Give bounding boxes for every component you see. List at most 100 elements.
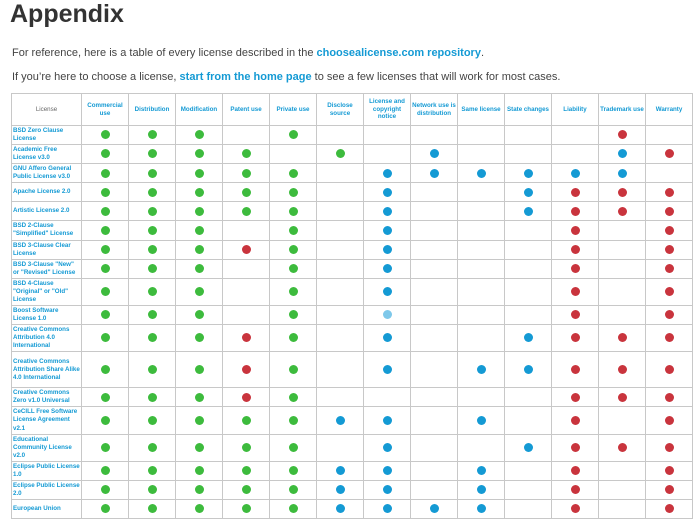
rule-cell xyxy=(269,220,317,241)
permission-dot-icon xyxy=(335,149,345,159)
license-name-link[interactable]: Boost Software License 1.0 xyxy=(11,304,82,326)
permission-dot-icon xyxy=(100,244,110,254)
home-page-link[interactable]: start from the home page xyxy=(179,71,312,83)
rule-cell xyxy=(175,182,223,203)
rule-cell xyxy=(457,479,505,501)
rule-cell xyxy=(598,387,646,408)
license-name-link[interactable]: Eclipse Public License 2.0 xyxy=(11,479,82,501)
license-name-link[interactable]: BSD 3-Clause "New" or "Revised" License xyxy=(11,258,82,279)
license-name-link[interactable]: Educational Community License v2.0 xyxy=(11,433,82,462)
rule-cell xyxy=(410,124,458,146)
permission-dot-icon xyxy=(100,263,110,273)
permission-dot-icon xyxy=(100,287,110,297)
rule-cell xyxy=(128,277,176,306)
license-name-link[interactable]: GNU Affero General Public License v3.0 xyxy=(11,163,82,184)
permission-dot-icon xyxy=(100,504,110,514)
column-header-patent-use: Patent use xyxy=(222,93,270,126)
license-name-link[interactable]: BSD 4-Clause "Original" or "Old" License xyxy=(11,277,82,306)
permission-dot-icon xyxy=(288,206,298,216)
license-name-link[interactable]: BSD 2-Clause "Simplified" License xyxy=(11,220,82,241)
limitation-dot-icon xyxy=(664,333,674,343)
limitation-dot-icon xyxy=(617,442,627,452)
intro-paragraph-choose: If you’re here to choose a license, star… xyxy=(12,71,560,83)
permission-dot-icon xyxy=(288,287,298,297)
license-name-link[interactable]: European Union xyxy=(11,499,82,519)
rule-cell xyxy=(363,351,411,389)
rule-cell xyxy=(316,460,364,481)
limitation-dot-icon xyxy=(570,365,580,375)
column-header-commercial-use: Commercial use xyxy=(81,93,129,126)
license-name-link[interactable]: Eclipse Public License 1.0 xyxy=(11,460,82,481)
rule-cell xyxy=(551,258,599,279)
condition-dot-icon xyxy=(335,415,345,425)
license-name-link[interactable]: BSD 3-Clause Clear License xyxy=(11,239,82,260)
license-name-link[interactable]: Creative Commons Attribution Share Alike… xyxy=(11,351,82,389)
limitation-dot-icon xyxy=(664,225,674,235)
rule-cell xyxy=(269,351,317,389)
permission-dot-icon xyxy=(100,149,110,159)
rule-cell xyxy=(551,124,599,146)
rule-cell xyxy=(551,182,599,203)
permission-dot-icon xyxy=(147,244,157,254)
permission-dot-icon xyxy=(100,187,110,197)
rule-cell xyxy=(175,124,223,146)
condition-dot-icon xyxy=(382,466,392,476)
limitation-dot-icon xyxy=(617,333,627,343)
permission-dot-icon xyxy=(288,466,298,476)
permission-dot-icon xyxy=(194,287,204,297)
rule-cell xyxy=(316,277,364,306)
rule-cell xyxy=(504,387,552,408)
rule-cell xyxy=(410,460,458,481)
limitation-dot-icon xyxy=(570,442,580,452)
column-header-trademark-use: Trademark use xyxy=(598,93,646,126)
rule-cell xyxy=(410,220,458,241)
license-name-link[interactable]: CeCILL Free Software License Agreement v… xyxy=(11,406,82,435)
permission-dot-icon xyxy=(147,287,157,297)
rule-cell xyxy=(269,144,317,165)
limitation-dot-icon xyxy=(664,287,674,297)
rule-cell xyxy=(128,163,176,184)
rule-cell xyxy=(363,304,411,326)
rule-cell xyxy=(222,324,270,353)
condition-dot-icon xyxy=(523,187,533,197)
rule-cell xyxy=(504,201,552,222)
rule-cell xyxy=(175,406,223,435)
permission-dot-icon xyxy=(100,365,110,375)
rule-cell xyxy=(598,499,646,519)
table-row: BSD 2-Clause "Simplified" License xyxy=(11,220,693,241)
license-name-link[interactable]: Artistic License 2.0 xyxy=(11,201,82,222)
rule-cell xyxy=(81,351,129,389)
rule-cell xyxy=(645,124,693,146)
license-name-link[interactable]: Creative Commons Attribution 4.0 Interna… xyxy=(11,324,82,353)
license-name-link[interactable]: BSD Zero Clause License xyxy=(11,124,82,146)
rule-cell xyxy=(551,406,599,435)
permission-dot-icon xyxy=(100,333,110,343)
permission-dot-icon xyxy=(194,392,204,402)
rule-cell xyxy=(81,460,129,481)
rule-cell xyxy=(316,479,364,501)
rule-cell xyxy=(504,304,552,326)
rule-cell xyxy=(645,387,693,408)
permission-dot-icon xyxy=(194,442,204,452)
table-row: BSD 3-Clause Clear License xyxy=(11,239,693,260)
rule-cell xyxy=(316,163,364,184)
rule-cell xyxy=(645,460,693,481)
rule-cell xyxy=(81,479,129,501)
permission-dot-icon xyxy=(194,415,204,425)
rule-cell xyxy=(363,324,411,353)
permission-dot-icon xyxy=(100,225,110,235)
license-name-link[interactable]: Creative Commons Zero v1.0 Universal xyxy=(11,387,82,408)
permission-dot-icon xyxy=(194,365,204,375)
rule-cell xyxy=(128,479,176,501)
rule-cell xyxy=(175,499,223,519)
license-name-link[interactable]: Apache License 2.0 xyxy=(11,182,82,203)
permission-dot-icon xyxy=(147,415,157,425)
table-row: Eclipse Public License 1.0 xyxy=(11,460,693,481)
condition-dot-icon xyxy=(523,206,533,216)
repository-link[interactable]: choosealicense.com repository xyxy=(316,47,481,59)
rule-cell xyxy=(598,124,646,146)
rule-cell xyxy=(81,220,129,241)
license-name-link[interactable]: Academic Free License v3.0 xyxy=(11,144,82,165)
permission-dot-icon xyxy=(194,187,204,197)
permission-dot-icon xyxy=(288,187,298,197)
